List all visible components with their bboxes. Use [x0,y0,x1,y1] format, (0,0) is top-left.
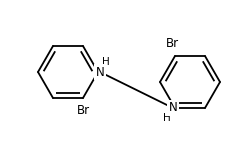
Text: H: H [163,113,171,123]
Text: H: H [102,57,110,67]
Text: Br: Br [76,104,90,117]
Text: Br: Br [166,37,178,50]
Text: N: N [168,101,177,115]
Text: N: N [96,66,104,79]
